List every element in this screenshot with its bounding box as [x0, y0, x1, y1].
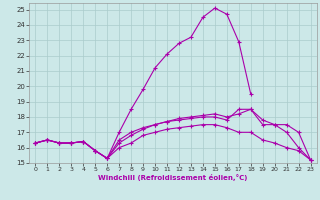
X-axis label: Windchill (Refroidissement éolien,°C): Windchill (Refroidissement éolien,°C): [98, 174, 248, 181]
